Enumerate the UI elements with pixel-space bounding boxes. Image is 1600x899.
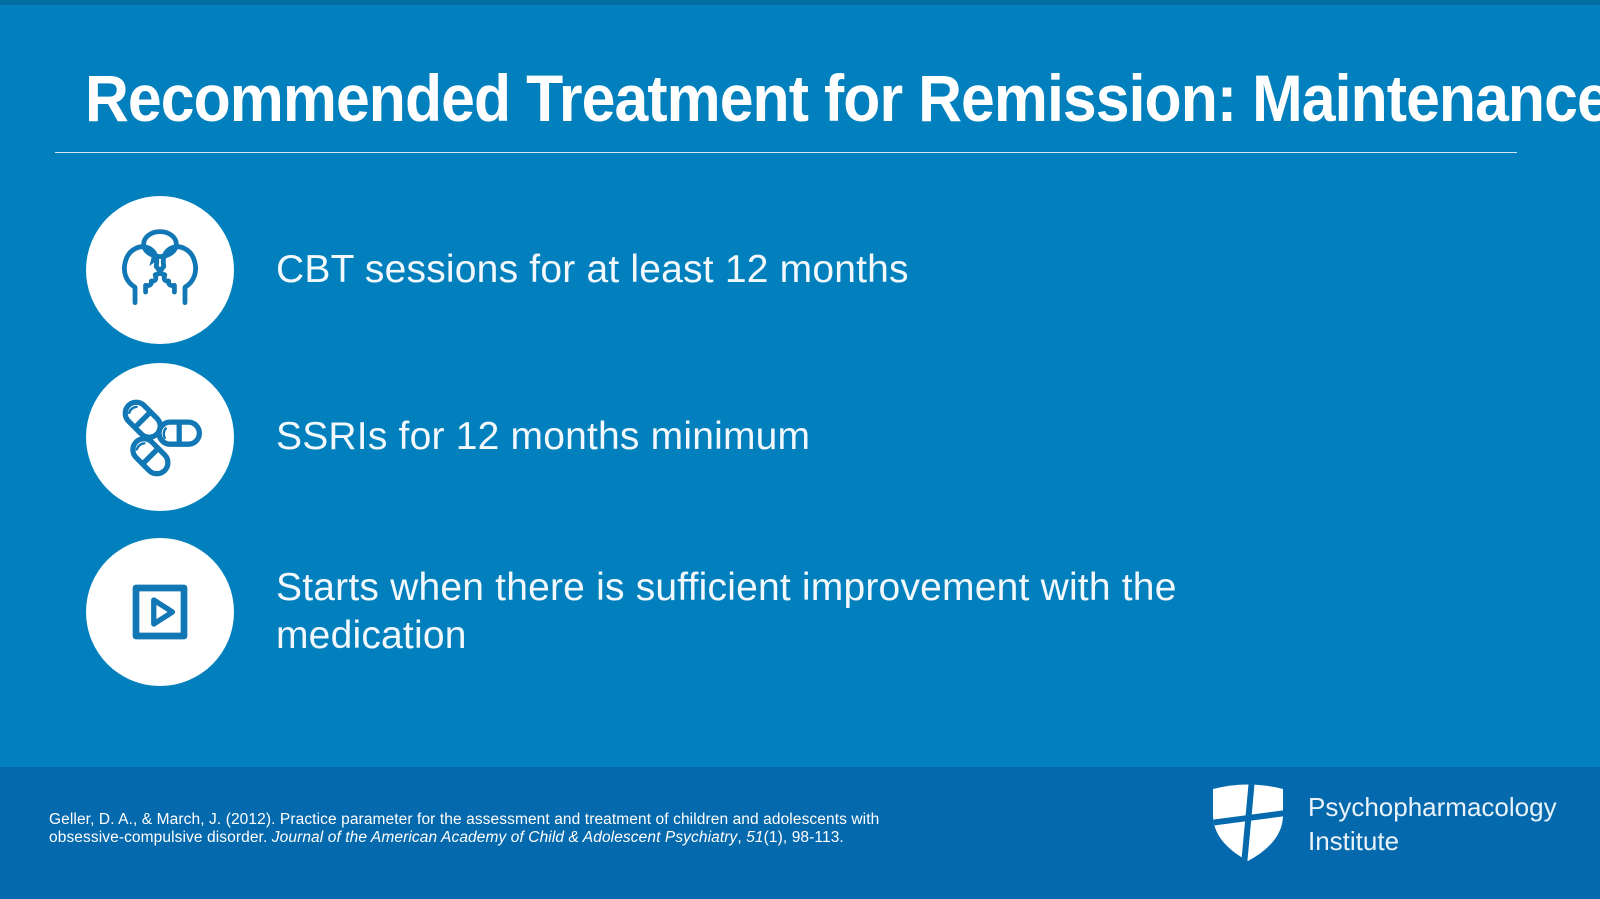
bullet-text-cbt: CBT sessions for at least 12 months	[276, 247, 909, 291]
citation-pages: (1), 98-113.	[763, 829, 844, 846]
pills-icon	[86, 363, 234, 511]
therapy-conversation-icon	[86, 196, 234, 344]
citation-journal: Journal of the American Academy of Child…	[271, 829, 738, 846]
slide-title: Recommended Treatment for Remission: Mai…	[85, 61, 1600, 135]
psychopharmacology-institute-logo: Psychopharmacology Institute	[1210, 779, 1557, 870]
play-video-icon	[86, 538, 234, 686]
bullet-row-start: Starts when there is sufficient improvem…	[86, 538, 1226, 686]
shield-logo-icon	[1210, 779, 1286, 870]
top-edge-strip	[0, 0, 1600, 5]
bullet-text-ssri: SSRIs for 12 months minimum	[276, 414, 811, 458]
logo-text: Psychopharmacology Institute	[1308, 791, 1557, 859]
footer: Geller, D. A., & March, J. (2012). Pract…	[0, 767, 1600, 899]
citation-volume: 51	[746, 829, 764, 846]
logo-line1: Psychopharmacology	[1308, 791, 1557, 822]
bullet-text-start: Starts when there is sufficient improvem…	[276, 565, 1177, 657]
logo-line2: Institute	[1308, 825, 1400, 856]
citation-comma: ,	[737, 829, 747, 846]
bullet-row-cbt: CBT sessions for at least 12 months	[86, 196, 909, 344]
citation: Geller, D. A., & March, J. (2012). Pract…	[49, 811, 879, 847]
bullet-row-ssri: SSRIs for 12 months minimum	[86, 363, 810, 511]
citation-line2-prefix: obsessive-compulsive disorder.	[49, 829, 272, 846]
title-divider	[55, 152, 1517, 153]
citation-line1: Geller, D. A., & March, J. (2012). Pract…	[49, 811, 880, 828]
